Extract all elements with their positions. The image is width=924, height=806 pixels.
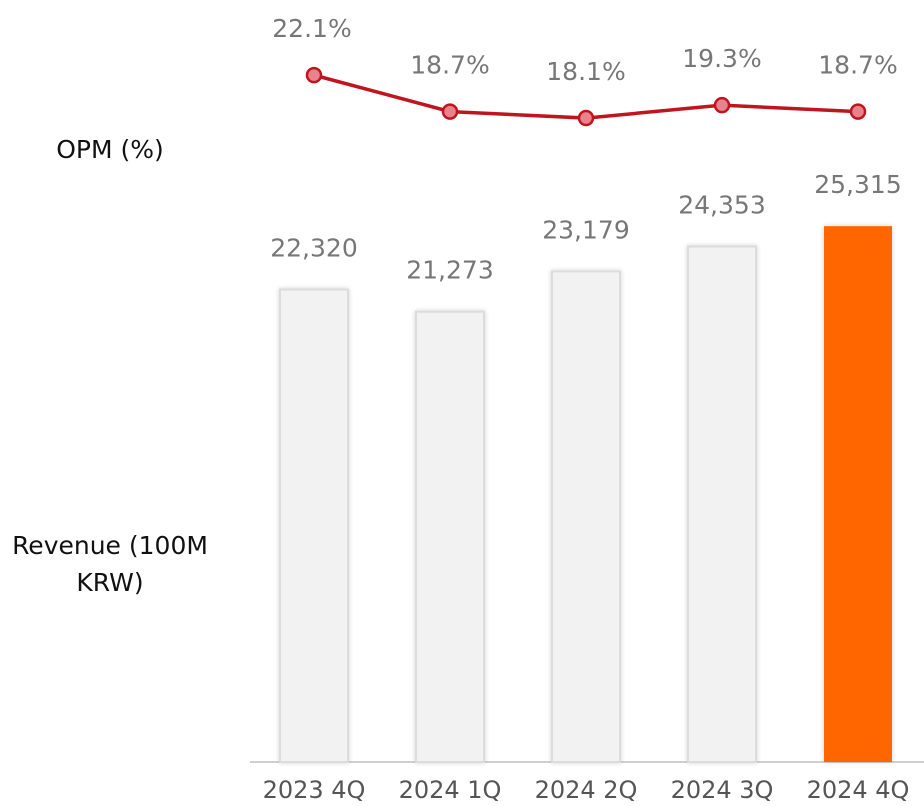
bar-value-label: 25,315 bbox=[814, 170, 901, 199]
line-marker bbox=[577, 109, 595, 127]
line-value-label: 18.7% bbox=[410, 51, 489, 80]
line-value-label: 18.7% bbox=[818, 51, 897, 80]
bar-value-label: 21,273 bbox=[406, 256, 493, 285]
line-marker bbox=[441, 103, 459, 120]
bar bbox=[824, 226, 892, 762]
line-value-label: 19.3% bbox=[682, 44, 761, 73]
y2-axis-label: OPM (%) bbox=[56, 135, 164, 164]
line-value-label: 22.1% bbox=[272, 14, 351, 43]
x-tick-label: 2024 3Q bbox=[671, 776, 774, 804]
line-marker bbox=[713, 96, 731, 114]
x-tick-label: 2024 2Q bbox=[535, 776, 638, 804]
bar bbox=[415, 310, 485, 763]
line-value-label: 18.1% bbox=[546, 57, 625, 86]
x-tick-label: 2024 4Q bbox=[807, 776, 910, 804]
x-tick-label: 2023 4Q bbox=[263, 776, 366, 804]
x-tick-label: 2024 1Q bbox=[399, 776, 502, 804]
line-marker bbox=[849, 103, 867, 120]
bar-value-label: 22,320 bbox=[270, 234, 357, 263]
bar bbox=[279, 288, 349, 763]
bar-value-label: 24,353 bbox=[678, 191, 765, 220]
line-marker bbox=[305, 66, 323, 84]
y-axis-label: Revenue (100M KRW) bbox=[12, 531, 208, 597]
bar bbox=[551, 270, 621, 763]
bar bbox=[687, 245, 757, 764]
bar-value-label: 23,179 bbox=[542, 215, 629, 244]
